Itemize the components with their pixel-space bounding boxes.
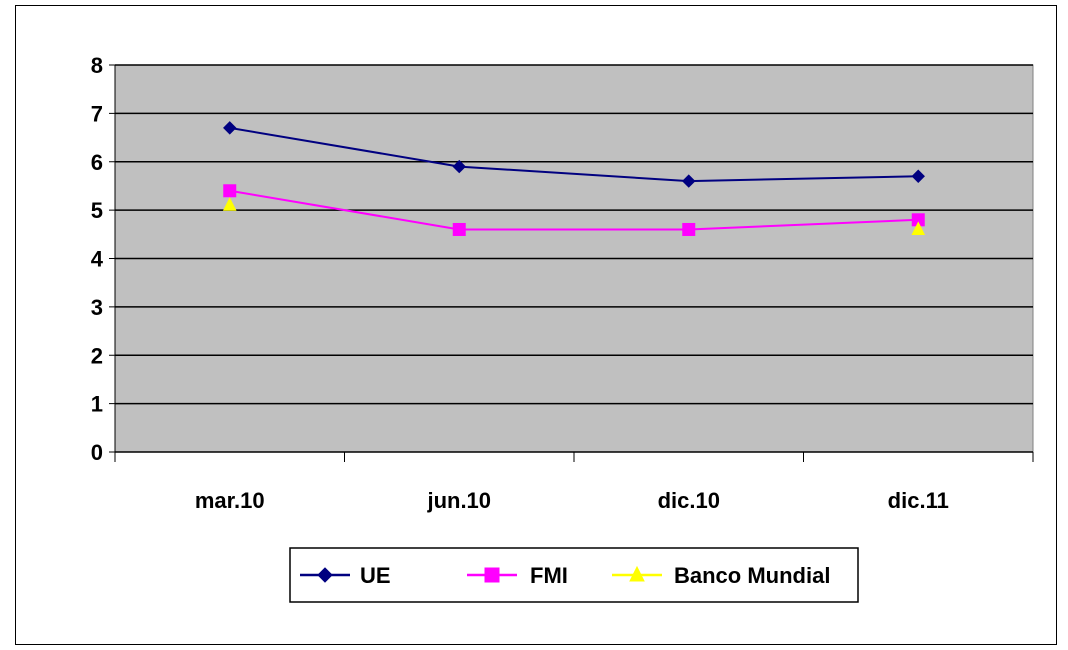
y-tick-label: 0 bbox=[91, 440, 103, 465]
legend: UE FMI Banco Mundial bbox=[289, 547, 859, 603]
x-tick-label: dic.10 bbox=[658, 488, 720, 513]
x-tick-label: jun.10 bbox=[426, 488, 491, 513]
data-point bbox=[222, 197, 237, 211]
y-tick-label: 4 bbox=[91, 247, 104, 272]
legend-marker bbox=[317, 567, 333, 583]
legend-label: FMI bbox=[530, 563, 568, 588]
data-point bbox=[682, 174, 696, 188]
series-line bbox=[459, 165, 689, 183]
series-line bbox=[688, 218, 919, 231]
series-banco-mundial bbox=[222, 197, 926, 235]
legend-box bbox=[289, 547, 859, 603]
series-fmi bbox=[223, 184, 925, 236]
series-ue bbox=[223, 121, 925, 188]
data-point bbox=[223, 121, 237, 135]
y-tick-label: 1 bbox=[91, 392, 103, 417]
data-point bbox=[682, 222, 696, 236]
legend-marker bbox=[629, 565, 645, 582]
y-tick-label: 6 bbox=[91, 150, 103, 175]
x-tick-label: dic.11 bbox=[888, 488, 949, 513]
y-tick-label: 5 bbox=[91, 198, 103, 223]
series-group bbox=[222, 121, 926, 236]
data-point bbox=[452, 222, 466, 236]
series-line bbox=[229, 126, 460, 168]
data-point bbox=[452, 159, 466, 174]
y-tick-label: 7 bbox=[91, 101, 103, 126]
plot-area: 0 1 2 3 4 5 6 7 8 mar.10 jun.10 dic.10 dic.11 bbox=[91, 53, 1034, 513]
series-line bbox=[688, 175, 919, 183]
legend-item: UE bbox=[300, 563, 391, 588]
legend-item: Banco Mundial bbox=[612, 563, 830, 588]
legend-label: Banco Mundial bbox=[674, 563, 830, 588]
y-tick-label: 3 bbox=[91, 295, 103, 320]
data-point bbox=[911, 169, 925, 183]
legend-marker bbox=[484, 567, 500, 583]
y-tick-label: 2 bbox=[91, 343, 103, 368]
legend-item: FMI bbox=[467, 563, 568, 588]
series-line bbox=[229, 189, 460, 231]
legend-label: UE bbox=[360, 563, 391, 588]
x-tick-label: mar.10 bbox=[195, 488, 265, 513]
y-tick-label: 8 bbox=[91, 53, 103, 78]
data-point bbox=[223, 184, 237, 198]
data-point bbox=[911, 221, 926, 235]
